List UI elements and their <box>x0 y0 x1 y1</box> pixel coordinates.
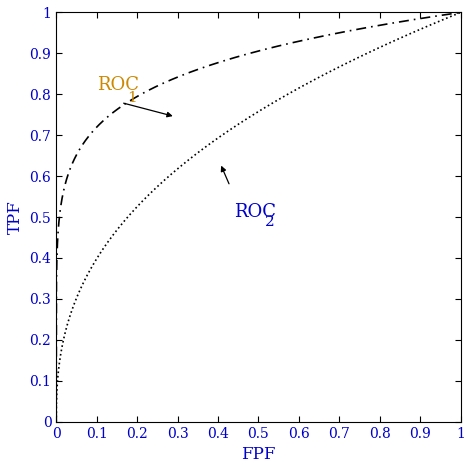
Text: ROC: ROC <box>97 76 139 94</box>
X-axis label: FPF: FPF <box>241 446 276 463</box>
Text: ROC: ROC <box>234 203 276 221</box>
Text: 1: 1 <box>127 91 137 104</box>
Text: 2: 2 <box>264 215 274 229</box>
Y-axis label: TPF: TPF <box>7 200 24 234</box>
